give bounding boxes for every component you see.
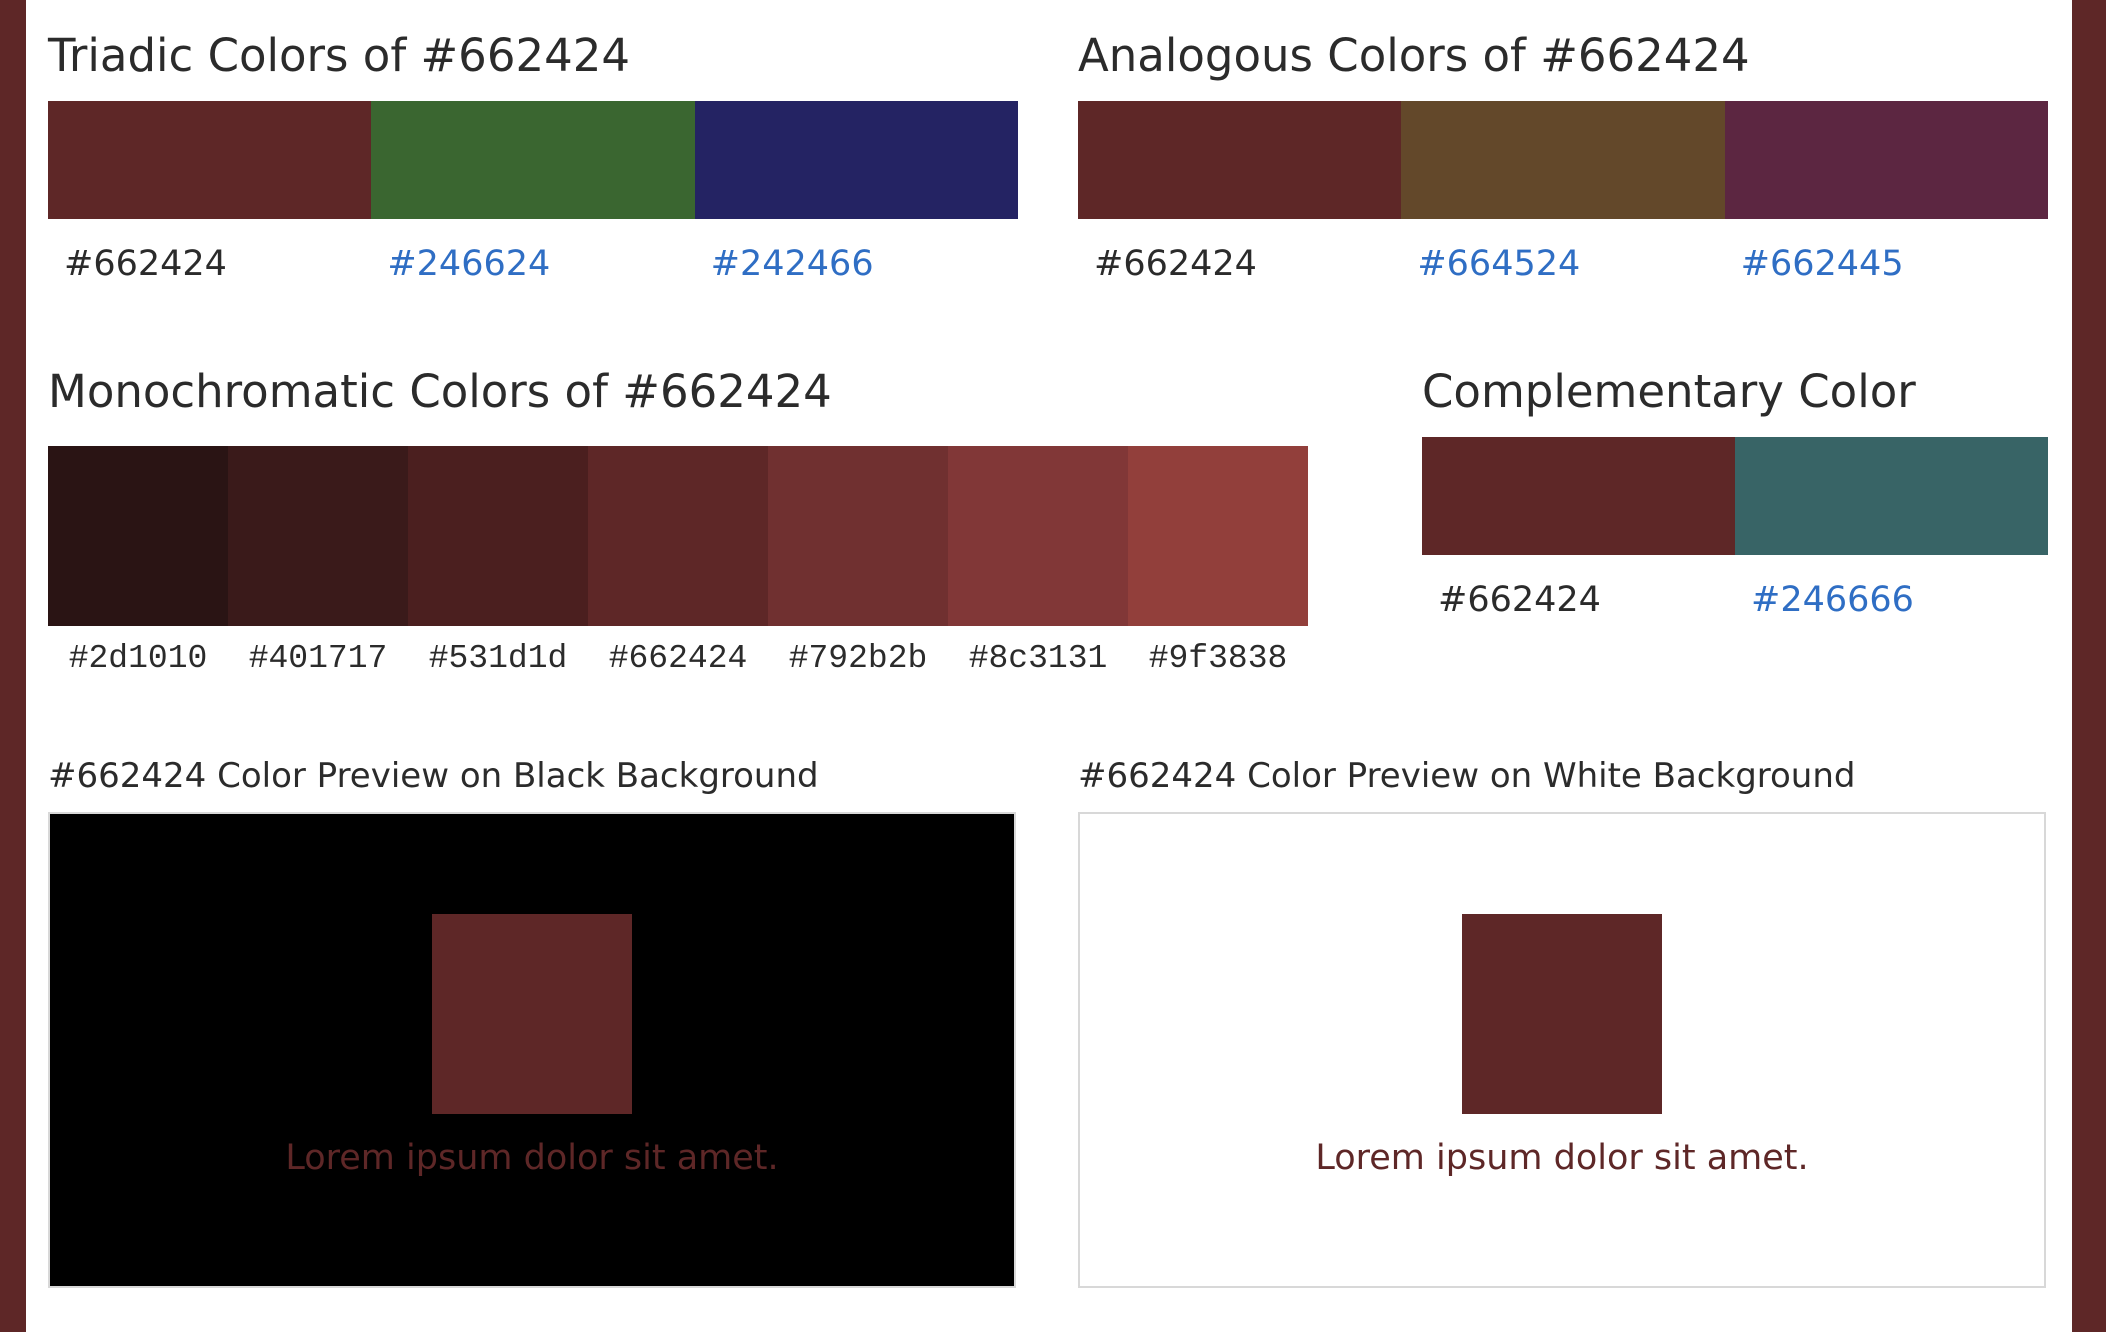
triadic-section: Triadic Colors of #662424 #662424 #24662… [48,26,1018,289]
triadic-color-bar [48,101,1018,219]
mono-swatch-6 [948,446,1128,626]
monochromatic-color-bar [48,446,1308,626]
complementary-label-1: #662424 [1438,580,1601,620]
analogous-section: Analogous Colors of #662424 #662424 #664… [1078,26,2048,289]
monochromatic-labels: #2d1010 #401717 #531d1d #662424 #792b2b … [48,634,1308,684]
mono-swatch-2 [228,446,408,626]
complementary-swatch-1 [1422,437,1735,555]
triadic-swatch-3[interactable] [694,101,1018,219]
monochromatic-section: Monochromatic Colors of #662424 #2d1010 … [48,362,1308,684]
triadic-labels: #662424 #246624 #242466 [48,239,1018,289]
analogous-label-1: #662424 [1094,244,1257,284]
page-content: Triadic Colors of #662424 #662424 #24662… [26,0,2072,1332]
mono-swatch-4 [588,446,768,626]
analogous-swatch-2[interactable] [1401,101,1725,219]
complementary-section: Complementary Color #662424 #246666 [1422,362,2048,625]
complementary-labels: #662424 #246666 [1422,575,2048,625]
triadic-link-2[interactable]: #246624 [387,244,551,284]
mono-swatch-5 [768,446,948,626]
preview-white-color-square [1462,914,1662,1114]
complementary-color-bar [1422,437,2048,555]
analogous-link-3[interactable]: #662445 [1740,244,1904,284]
mono-label-6: #8c3131 [968,640,1108,677]
analogous-swatch-3[interactable] [1724,101,2048,219]
mono-label-4: #662424 [608,640,748,677]
triadic-swatch-1 [48,101,372,219]
mono-swatch-7 [1128,446,1308,626]
analogous-color-bar [1078,101,2048,219]
triadic-title: Triadic Colors of #662424 [48,29,630,82]
triadic-link-3[interactable]: #242466 [710,244,874,284]
complementary-title: Complementary Color [1422,365,1916,418]
preview-black-color-square [432,914,632,1114]
triadic-swatch-2[interactable] [371,101,695,219]
mono-label-1: #2d1010 [68,640,208,677]
preview-white-title: #662424 Color Preview on White Backgroun… [1078,756,1856,796]
preview-black-sample-text: Lorem ipsum dolor sit amet. [285,1138,779,1178]
analogous-title: Analogous Colors of #662424 [1078,29,1750,82]
mono-label-2: #401717 [248,640,388,677]
monochromatic-title: Monochromatic Colors of #662424 [48,365,832,418]
analogous-swatch-1 [1078,101,1402,219]
preview-white-box: Lorem ipsum dolor sit amet. [1078,812,2046,1288]
analogous-labels: #662424 #664524 #662445 [1078,239,2048,289]
mono-swatch-1 [48,446,228,626]
preview-black-title: #662424 Color Preview on Black Backgroun… [48,756,819,796]
complementary-swatch-2[interactable] [1735,437,2048,555]
preview-black-section: #662424 Color Preview on Black Backgroun… [48,752,1018,1296]
complementary-link-2[interactable]: #246666 [1751,580,1914,620]
mono-swatch-3 [408,446,588,626]
triadic-label-1: #662424 [64,244,227,284]
mono-label-5: #792b2b [788,640,928,677]
analogous-link-2[interactable]: #664524 [1417,244,1581,284]
preview-white-sample-text: Lorem ipsum dolor sit amet. [1315,1138,1809,1178]
mono-label-3: #531d1d [428,640,568,677]
preview-black-box: Lorem ipsum dolor sit amet. [48,812,1016,1288]
mono-label-7: #9f3838 [1148,640,1288,677]
preview-white-section: #662424 Color Preview on White Backgroun… [1078,752,2048,1296]
